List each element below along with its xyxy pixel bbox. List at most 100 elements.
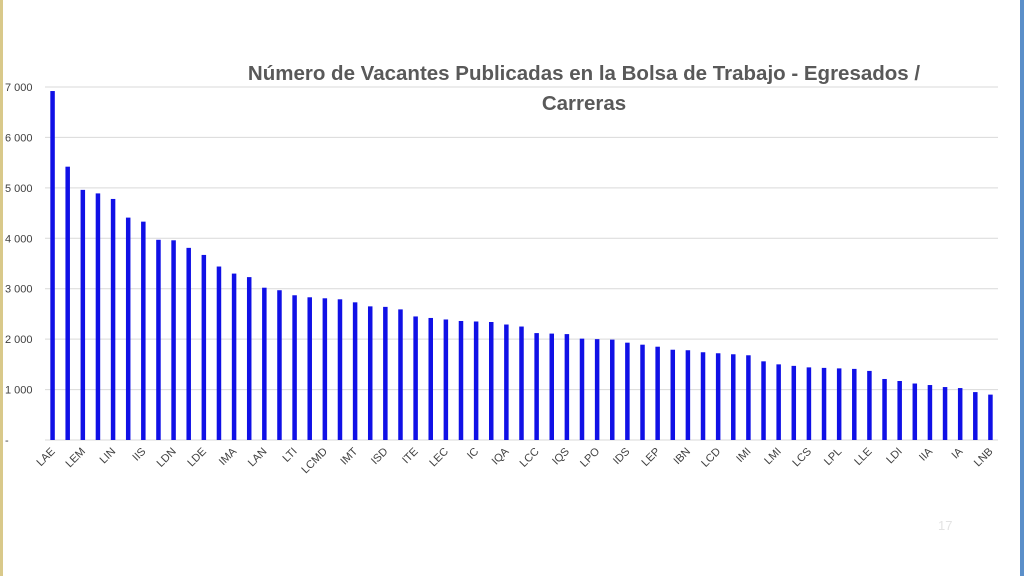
x-tick-label: LIN xyxy=(98,446,119,467)
bar xyxy=(973,392,978,440)
chart-title-line-2: Carreras xyxy=(542,92,626,115)
bar xyxy=(731,354,736,440)
bar xyxy=(655,346,660,440)
x-tick-label: IA xyxy=(949,445,965,461)
bar xyxy=(897,380,902,440)
x-tick-label: LLE xyxy=(852,446,874,468)
x-tick-label: IMI xyxy=(734,446,753,465)
bar xyxy=(534,333,539,440)
x-tick-label: LEP xyxy=(640,446,663,469)
bar xyxy=(821,367,827,440)
bar xyxy=(95,193,101,440)
bar xyxy=(504,324,509,440)
bar xyxy=(942,387,948,440)
bar xyxy=(867,370,872,440)
bar xyxy=(125,217,131,440)
bar xyxy=(352,302,358,440)
bar xyxy=(292,295,297,440)
bar xyxy=(50,91,55,440)
bar xyxy=(776,364,781,440)
x-tick-label: IIA xyxy=(917,445,935,463)
bar xyxy=(610,339,615,440)
bar xyxy=(65,166,70,441)
bar xyxy=(594,339,600,440)
x-axis-ticks: LAE LEM LIN IIS LDN LDE IMA LAN LTI LCMD IMT ISD ITE… xyxy=(34,445,995,476)
x-tick-label: IQA xyxy=(490,445,512,467)
bar xyxy=(156,239,161,440)
x-tick-label: LPL xyxy=(822,446,844,468)
bar xyxy=(882,378,887,440)
bar xyxy=(262,287,267,440)
x-tick-label: IBN xyxy=(672,446,693,467)
bar xyxy=(549,333,555,440)
x-tick-label: LDE xyxy=(185,446,209,470)
bar xyxy=(201,254,207,440)
x-tick-label: LCMD xyxy=(299,446,330,477)
bar xyxy=(640,344,645,440)
bar xyxy=(836,368,842,440)
bar xyxy=(322,298,328,440)
x-tick-label: IDS xyxy=(611,446,632,467)
bar xyxy=(307,297,312,440)
bar xyxy=(458,320,464,440)
bar xyxy=(231,273,237,440)
slide-right-edge xyxy=(1020,0,1024,576)
bar xyxy=(398,309,403,440)
y-tick-label: 7 000 xyxy=(5,82,33,94)
bar xyxy=(806,367,812,440)
bar xyxy=(413,316,418,440)
bar xyxy=(488,321,494,440)
slide-left-edge xyxy=(0,0,3,576)
slide-page-number: 17 xyxy=(938,518,953,533)
bar xyxy=(141,221,146,440)
x-tick-label: LDN xyxy=(155,446,179,470)
y-tick-label: 4 000 xyxy=(5,233,33,245)
bar xyxy=(171,240,176,440)
chart-title-line-1: Número de Vacantes Publicadas en la Bols… xyxy=(248,62,920,85)
x-tick-label: LAN xyxy=(246,446,270,470)
x-tick-label: ISD xyxy=(369,446,390,467)
y-tick-label: - xyxy=(5,435,9,447)
bar xyxy=(277,290,282,440)
x-tick-label: LDI xyxy=(884,446,905,467)
bar xyxy=(443,319,449,440)
y-tick-label: 1 000 xyxy=(5,385,33,397)
bar xyxy=(670,349,676,440)
bar xyxy=(715,353,721,440)
x-tick-label: LMI xyxy=(762,446,783,467)
bar xyxy=(473,321,479,440)
bar xyxy=(988,394,993,440)
bar xyxy=(746,355,751,440)
bar xyxy=(912,383,918,440)
bar xyxy=(519,326,524,440)
bar xyxy=(216,266,222,440)
x-tick-label: IC xyxy=(465,446,481,462)
bar xyxy=(685,350,691,440)
bar xyxy=(564,334,570,440)
x-tick-label: IQS xyxy=(550,446,572,468)
y-tick-label: 3 000 xyxy=(5,284,33,296)
x-tick-label: LAE xyxy=(34,446,57,469)
bar xyxy=(428,317,433,440)
x-tick-label: LCS xyxy=(790,446,814,470)
bar xyxy=(927,385,933,440)
x-tick-label: IIS xyxy=(130,446,148,464)
bar xyxy=(957,388,963,440)
bar xyxy=(852,368,857,440)
x-tick-label: IMA xyxy=(217,445,240,468)
x-tick-label: LCC xyxy=(518,446,542,470)
x-tick-label: LPO xyxy=(578,445,602,469)
x-tick-label: LNB xyxy=(972,446,996,470)
bar xyxy=(337,299,343,440)
bar xyxy=(700,352,706,440)
x-tick-label: IMT xyxy=(338,445,360,467)
bar xyxy=(110,198,116,440)
y-tick-label: 2 000 xyxy=(5,334,33,346)
bar xyxy=(186,247,191,440)
bar xyxy=(579,338,585,440)
y-axis-ticks: - 1 000 2 000 3 000 4 000 5 000 6 000 7 000 xyxy=(5,82,33,447)
bars xyxy=(50,91,993,441)
x-tick-label: LCD xyxy=(699,446,723,470)
